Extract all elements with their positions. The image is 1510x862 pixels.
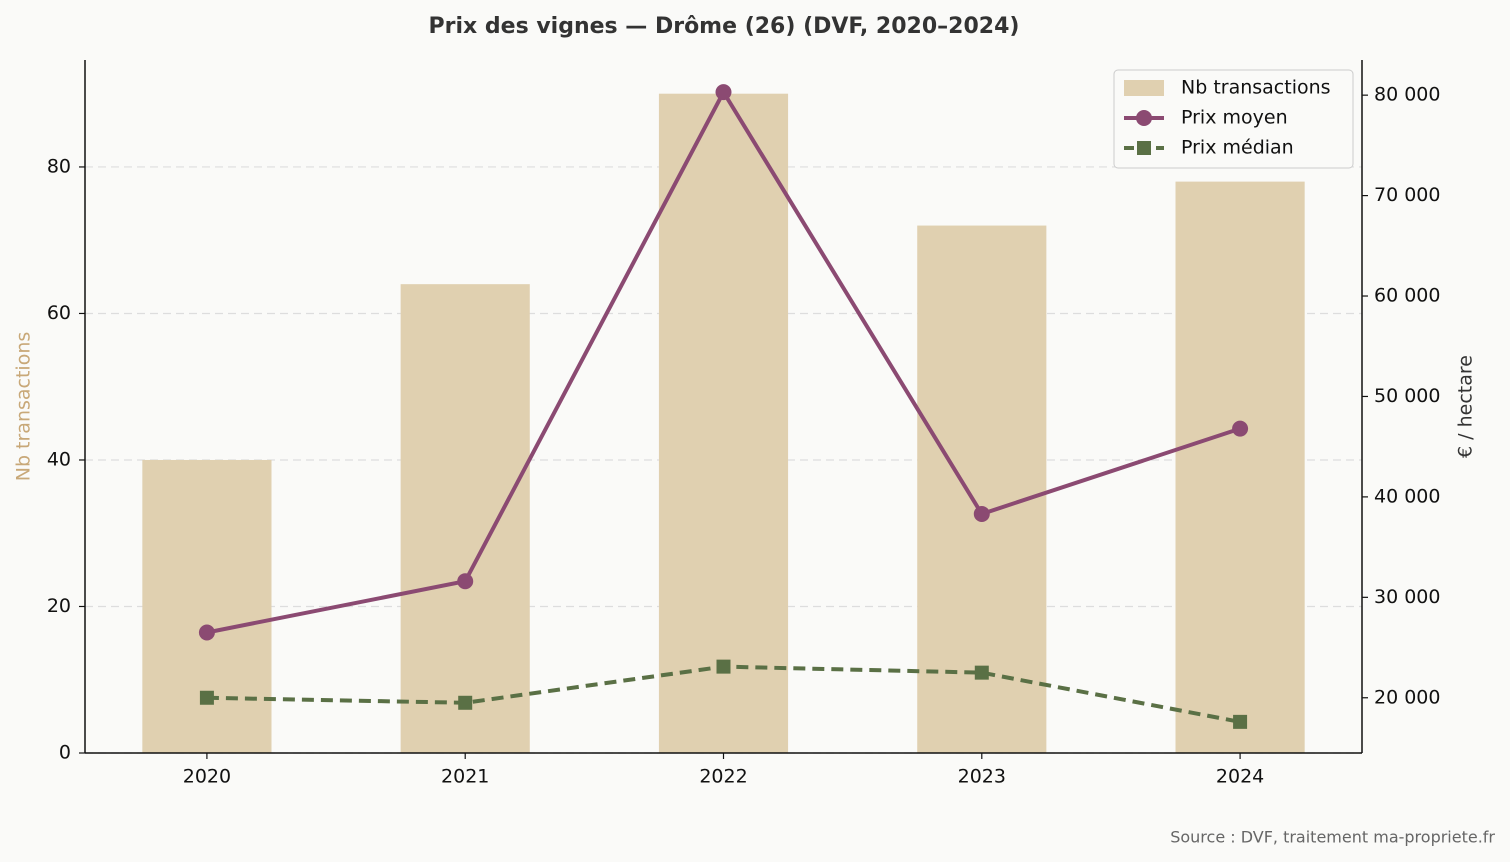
legend: Nb transactions Prix moyen Prix médian	[1113, 69, 1354, 169]
y2-tick-label: 30 000	[1374, 586, 1440, 608]
legend-label: Prix moyen	[1181, 107, 1288, 129]
x-tick-label: 2024	[1216, 766, 1264, 788]
marker	[457, 573, 474, 590]
legend-label: Prix médian	[1181, 137, 1294, 159]
y-tick-label: 60	[47, 302, 71, 324]
legend-box	[1113, 69, 1354, 169]
source: Source : DVF, traitement ma-propriete.fr	[1170, 828, 1495, 847]
marker	[458, 695, 473, 710]
y2-tick-label: 50 000	[1374, 385, 1440, 407]
bar	[400, 284, 530, 753]
marker	[715, 84, 732, 101]
legend-label: Nb transactions	[1181, 77, 1331, 99]
marker	[1232, 420, 1249, 437]
bar	[917, 225, 1047, 754]
y2-tick-label: 40 000	[1374, 485, 1440, 507]
y2-tick-label: 20 000	[1374, 686, 1440, 708]
marker	[974, 665, 989, 680]
y-tick-label: 80	[47, 155, 71, 177]
marker	[199, 690, 214, 705]
marker	[1136, 110, 1152, 126]
x-tick-label: 2023	[958, 766, 1006, 788]
y-axis-label: Nb transactions	[13, 332, 35, 482]
marker	[973, 505, 990, 522]
y2-tick-label: 80 000	[1374, 84, 1440, 106]
marker	[716, 659, 731, 674]
marker	[198, 624, 215, 641]
x-tick-label: 2020	[183, 766, 231, 788]
y2-tick-label: 70 000	[1374, 184, 1440, 206]
y2-axis-label: € / hectare	[1455, 355, 1477, 458]
bar	[142, 459, 272, 753]
marker	[1137, 141, 1151, 155]
x-tick-label: 2021	[441, 766, 489, 788]
chart-title: Prix des vignes — Drôme (26) (DVF, 2020–…	[429, 14, 1020, 39]
bar	[1175, 181, 1305, 754]
y-tick-label: 40	[47, 448, 71, 470]
y2-tick-label: 60 000	[1374, 285, 1440, 307]
y-tick-label: 20	[47, 595, 71, 617]
marker	[1233, 714, 1248, 729]
bar	[658, 93, 789, 753]
legend-swatch	[1124, 80, 1164, 96]
x-tick-label: 2022	[699, 766, 747, 788]
y-tick-label: 0	[59, 742, 71, 764]
